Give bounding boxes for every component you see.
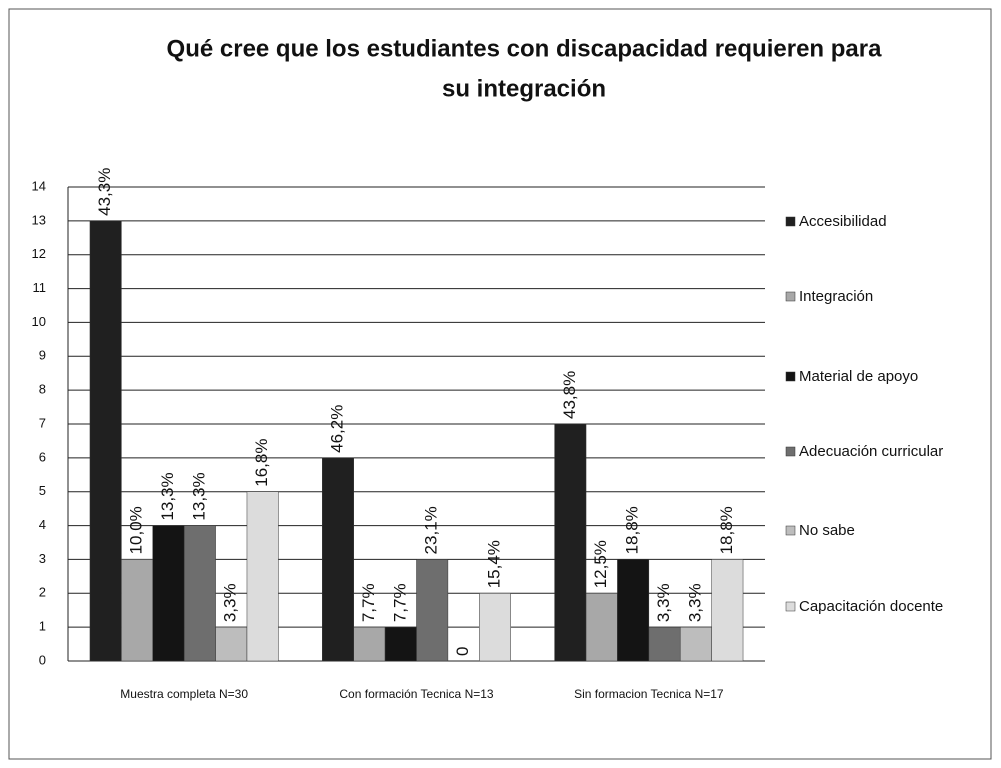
legend-swatch xyxy=(785,371,796,382)
bar xyxy=(322,457,354,662)
legend-swatch xyxy=(785,525,796,536)
bar xyxy=(585,593,618,662)
y-tick-label: 5 xyxy=(39,483,46,498)
bar xyxy=(121,559,154,662)
data-label: 16,8% xyxy=(252,439,271,487)
chart-title: Qué cree que los estudiantes con discapa… xyxy=(167,35,883,62)
legend-label: No sabe xyxy=(799,522,855,539)
y-tick-label: 0 xyxy=(39,652,46,667)
data-label: 7,7% xyxy=(390,583,409,622)
data-label: 46,2% xyxy=(327,405,346,453)
bar xyxy=(89,220,122,662)
legend-label: Adecuación curricular xyxy=(799,443,943,460)
legend-label: Integración xyxy=(799,288,873,305)
bar xyxy=(648,626,681,662)
data-label: 13,3% xyxy=(189,472,208,520)
y-tick-label: 9 xyxy=(39,348,46,363)
data-label: 12,5% xyxy=(591,540,610,588)
bar xyxy=(183,525,216,662)
data-label: 3,3% xyxy=(654,583,673,622)
y-tick-label: 11 xyxy=(33,280,47,295)
data-label: 3,3% xyxy=(685,583,704,622)
bar xyxy=(711,559,744,662)
bar xyxy=(416,559,449,662)
legend-swatch xyxy=(785,216,796,227)
y-tick-label: 10 xyxy=(32,314,46,329)
bar xyxy=(152,525,185,662)
bar xyxy=(679,626,712,662)
x-tick-label: Sin formacion Tecnica N=17 xyxy=(574,687,724,701)
y-tick-label: 2 xyxy=(39,585,46,600)
y-tick-label: 8 xyxy=(39,382,46,397)
data-label: 43,8% xyxy=(560,371,579,419)
data-label: 3,3% xyxy=(221,583,240,622)
data-label: 15,4% xyxy=(484,540,503,588)
bar xyxy=(479,593,511,662)
data-label: 0 xyxy=(453,647,472,656)
y-tick-label: 4 xyxy=(39,517,46,532)
bar xyxy=(554,423,587,662)
chart-title: su integración xyxy=(442,75,606,102)
y-tick-label: 6 xyxy=(39,449,46,464)
data-label: 18,8% xyxy=(717,506,736,554)
y-tick-label: 14 xyxy=(32,178,46,193)
y-tick-label: 1 xyxy=(39,619,46,634)
y-tick-label: 13 xyxy=(32,212,46,227)
legend-label: Material de apoyo xyxy=(799,368,918,385)
data-label: 10,0% xyxy=(127,506,146,554)
data-label: 23,1% xyxy=(422,506,441,554)
legend-swatch xyxy=(785,291,796,302)
x-tick-label: Con formación Tecnica N=13 xyxy=(339,687,494,701)
data-label: 7,7% xyxy=(359,583,378,622)
data-label: 13,3% xyxy=(158,472,177,520)
y-tick-label: 3 xyxy=(39,551,46,566)
y-tick-label: 12 xyxy=(32,246,46,261)
legend-swatch xyxy=(785,601,796,612)
legend-label: Accesibilidad xyxy=(799,213,887,230)
bar xyxy=(353,626,386,662)
bar xyxy=(246,491,279,662)
legend-swatch xyxy=(785,446,796,457)
y-tick-label: 7 xyxy=(39,415,46,430)
legend-label: Capacitación docente xyxy=(799,598,943,615)
bar xyxy=(617,559,650,662)
data-label: 18,8% xyxy=(623,506,642,554)
data-label: 43,3% xyxy=(95,168,114,216)
x-tick-label: Muestra completa N=30 xyxy=(120,687,248,701)
bar xyxy=(384,626,417,662)
bar xyxy=(215,626,248,662)
